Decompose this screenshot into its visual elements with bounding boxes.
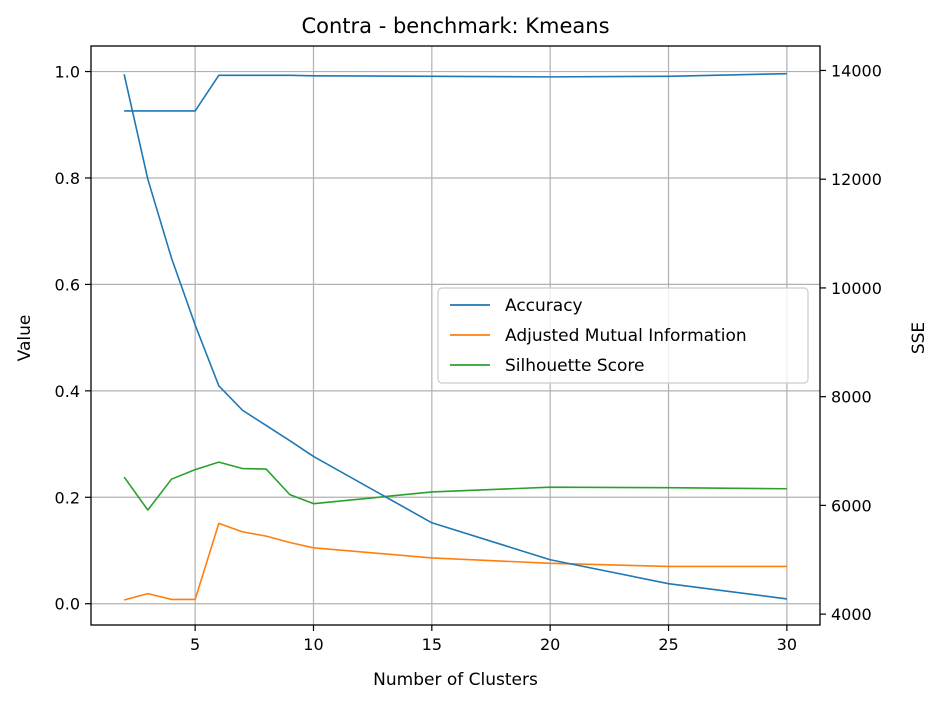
y-tick-label: 0.4 <box>55 382 80 401</box>
series-line-sse <box>123 74 787 600</box>
x-tick-label: 5 <box>190 635 200 654</box>
y2-tick-label: 14000 <box>831 61 882 80</box>
series-line-accuracy <box>124 72 787 112</box>
series-line-adjusted-mutual-information <box>123 522 787 601</box>
x-tick-label: 15 <box>422 635 442 654</box>
y-tick-label: 0.0 <box>55 595 80 614</box>
x-axis: 5 10 15 20 25 30 <box>190 625 797 654</box>
legend-label: Adjusted Mutual Information <box>505 326 747 346</box>
y-axis-label: Value <box>15 315 35 362</box>
legend-item-accuracy: Accuracy <box>450 296 583 316</box>
y-tick-label: 0.8 <box>55 169 80 188</box>
legend-label: Accuracy <box>505 296 583 316</box>
y-tick-label: 0.2 <box>55 488 80 507</box>
plot-frame <box>90 45 821 626</box>
y2-tick-label: 6000 <box>831 496 872 515</box>
y2-tick-label: 8000 <box>831 388 872 407</box>
y2-tick-label: 10000 <box>831 279 882 298</box>
x-axis-label: Number of Clusters <box>373 670 538 690</box>
legend-item-silhouette-score: Silhouette Score <box>450 356 644 376</box>
y-tick-label: 0.6 <box>55 275 80 294</box>
chart-title: Contra - benchmark: Kmeans <box>301 14 609 38</box>
y-axis-left: 0.0 0.2 0.4 0.6 0.8 1.0 <box>55 63 91 614</box>
series-layer <box>123 72 787 601</box>
y2-tick-label: 12000 <box>831 170 882 189</box>
y2-tick-label: 4000 <box>831 605 872 624</box>
legend-item-adjusted-mutual-information: Adjusted Mutual Information <box>450 326 747 346</box>
y-axis-right: 4000 6000 8000 10000 12000 14000 <box>820 61 882 624</box>
series-line-silhouette-score <box>123 461 787 511</box>
legend-label: Silhouette Score <box>505 356 644 376</box>
y2-axis-label: SSE <box>909 322 929 354</box>
legend: Accuracy Adjusted Mutual Information Silho… <box>437 287 809 384</box>
x-tick-label: 30 <box>777 635 797 654</box>
x-tick-label: 20 <box>540 635 560 654</box>
x-tick-label: 10 <box>303 635 323 654</box>
legend-box <box>437 287 809 384</box>
x-tick-label: 25 <box>658 635 678 654</box>
y-tick-label: 1.0 <box>55 63 80 82</box>
